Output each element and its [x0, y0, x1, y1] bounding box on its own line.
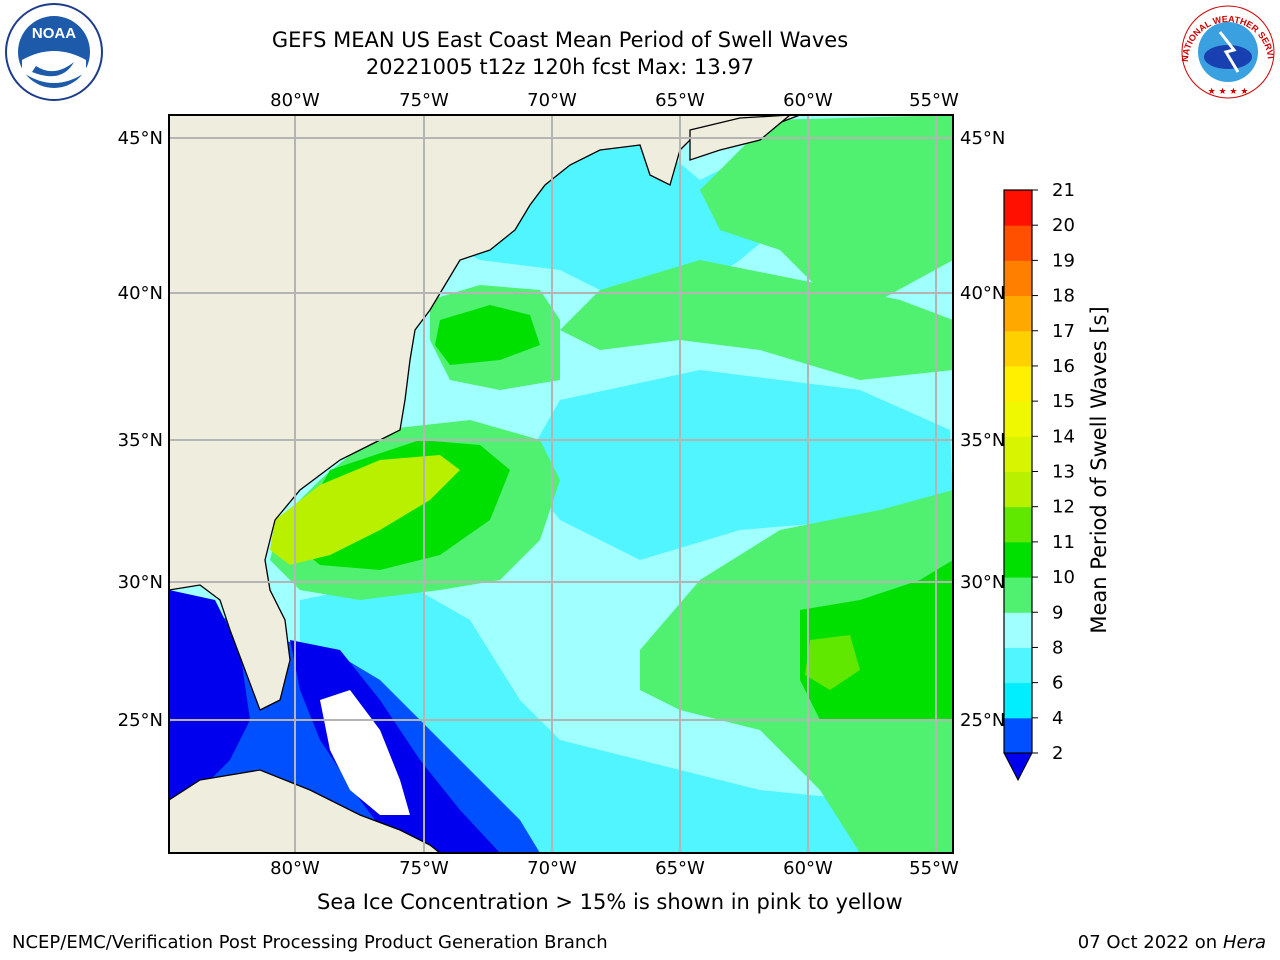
- lat-label: 35°N: [960, 430, 1005, 451]
- colorbar-segment: [1004, 225, 1032, 261]
- lime-patch-east: [805, 635, 860, 690]
- lat-label: 30°N: [960, 572, 1005, 593]
- colorbar-tick-label: 6: [1052, 673, 1063, 694]
- lon-label: 70°W: [527, 858, 577, 879]
- lon-label: 70°W: [527, 90, 577, 111]
- colorbar-segment: [1004, 436, 1032, 472]
- map-title: GEFS MEAN US East Coast Mean Period of S…: [271, 28, 849, 52]
- dark-blue-gulf-region: [169, 590, 250, 800]
- colorbar-tick-label: 14: [1052, 426, 1075, 447]
- colorbar-segment: [1004, 612, 1032, 648]
- footer-date: 07 Oct 2022 on Hera: [1078, 932, 1266, 953]
- lon-label: 65°W: [655, 858, 705, 879]
- colorbar-segment: [1004, 471, 1032, 508]
- colorbar-segment: [1004, 717, 1032, 754]
- map-subtitle: 20221005 t12z 120h fcst Max: 13.97: [365, 55, 755, 79]
- lon-label: 55°W: [909, 858, 959, 879]
- lat-label: 30°N: [118, 572, 163, 593]
- colorbar-segment: [1004, 365, 1032, 402]
- lon-label: 80°W: [270, 90, 320, 111]
- noaa-logo: NOAA: [2, 2, 106, 110]
- colorbar-tick-label: 12: [1052, 497, 1075, 518]
- colorbar-label: Mean Period of Swell Waves [s]: [1087, 306, 1111, 633]
- colorbar-tick-label: 2: [1052, 743, 1063, 764]
- colorbar-tick-label: 9: [1052, 602, 1063, 623]
- cuba-land: [169, 769, 442, 853]
- lon-label: 80°W: [270, 858, 320, 879]
- colorbar-segment: [1004, 330, 1032, 367]
- colorbar: 2 4 6 8 9 10 11 12 13 14 15 16 17 18 19 20 21: [1003, 180, 1075, 782]
- lat-label: 25°N: [960, 710, 1005, 731]
- north-america-land: [169, 115, 801, 711]
- lon-label: 75°W: [399, 90, 449, 111]
- nws-logo: NATIONAL WEATHER SERVICE ★ ★ ★ ★: [1175, 0, 1278, 106]
- colorbar-segment: [1004, 401, 1032, 437]
- lat-labels-right: 45°N 40°N 35°N 30°N 25°N: [960, 128, 1005, 731]
- map-graticule: [169, 115, 953, 853]
- lon-labels-top: 80°W 75°W 70°W 65°W 60°W 55°W: [270, 90, 959, 111]
- colorbar-tick-label: 20: [1052, 215, 1075, 236]
- yellow-green-patch: [270, 455, 460, 565]
- green-north-band: [560, 260, 953, 380]
- footer-credit: NCEP/EMC/Verification Post Processing Pr…: [12, 932, 608, 953]
- green-southeast-region: [640, 490, 953, 853]
- lon-label: 55°W: [909, 90, 959, 111]
- colorbar-tick-label: 21: [1052, 180, 1075, 201]
- lon-labels-bottom: 80°W 75°W 70°W 65°W 60°W 55°W: [270, 858, 959, 879]
- sea-ice-caption: Sea Ice Concentration > 15% is shown in …: [317, 890, 903, 914]
- footer-machine: Hera: [1222, 932, 1266, 953]
- lat-label: 25°N: [118, 710, 163, 731]
- lon-label: 75°W: [399, 858, 449, 879]
- colorbar-segment: [1004, 682, 1032, 719]
- cyan-central-band: [520, 370, 953, 560]
- colorbar-segment: [1004, 577, 1032, 613]
- noaa-logo-text: NOAA: [32, 25, 76, 42]
- colorbar-segment: [1004, 647, 1032, 684]
- lat-label: 45°N: [118, 128, 163, 149]
- colorbar-segment: [1004, 190, 1032, 226]
- lon-label: 65°W: [655, 90, 705, 111]
- lon-label: 60°W: [783, 858, 833, 879]
- white-bahamas-banks: [320, 690, 410, 815]
- colorbar-segment: [1004, 506, 1032, 543]
- green-northeast-patch: [700, 115, 953, 300]
- colorbar-segment: [1004, 295, 1032, 332]
- svg-text:★ ★ ★ ★: ★ ★ ★ ★: [1208, 87, 1249, 97]
- colorbar-tick-label: 19: [1052, 250, 1075, 271]
- lat-labels-left: 45°N 40°N 35°N 30°N 25°N: [118, 128, 163, 731]
- footer-date-text: 07 Oct 2022 on: [1077, 932, 1223, 953]
- lat-label: 40°N: [118, 283, 163, 304]
- colorbar-tick-label: 15: [1052, 391, 1075, 412]
- colorbar-tick-label: 16: [1052, 356, 1075, 377]
- colorbar-segment: [1004, 260, 1032, 297]
- colorbar-tick-label: 8: [1052, 637, 1063, 658]
- colorbar-tick-label: 13: [1052, 462, 1075, 483]
- colorbar-tick-label: 10: [1052, 567, 1075, 588]
- colorbar-tick-label: 17: [1052, 321, 1075, 342]
- colorbar-tick-label: 4: [1052, 708, 1063, 729]
- colorbar-tick-label: 18: [1052, 286, 1075, 307]
- lat-label: 45°N: [960, 128, 1005, 149]
- lon-label: 60°W: [783, 90, 833, 111]
- land-areas: [169, 115, 801, 853]
- colorbar-segment: [1004, 541, 1032, 578]
- map-frame: [168, 114, 954, 854]
- lat-label: 40°N: [960, 283, 1005, 304]
- bright-green-patch-north: [435, 305, 540, 365]
- colorbar-under-arrow: [1003, 752, 1033, 782]
- colorbar-tick-label: 11: [1052, 532, 1075, 553]
- lat-label: 35°N: [118, 430, 163, 451]
